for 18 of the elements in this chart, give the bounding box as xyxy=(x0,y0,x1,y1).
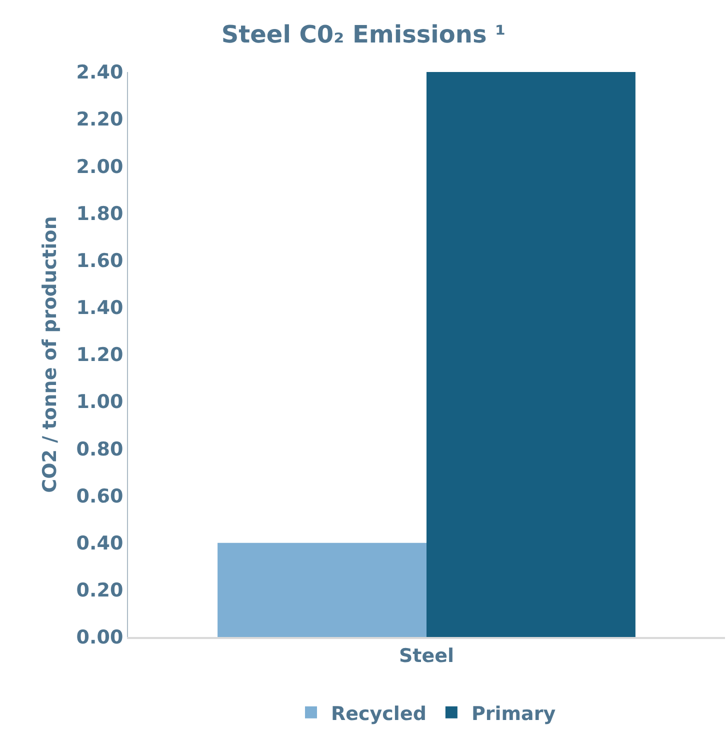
y-tick-label: 1.80 xyxy=(76,202,124,225)
y-axis-title: CO2 / tonne of production xyxy=(39,216,62,493)
y-tick-label: 0.60 xyxy=(76,485,124,508)
y-tick-label: 2.40 xyxy=(76,62,124,84)
y-tick-label: 0.80 xyxy=(76,438,124,460)
y-tick-label: 0.40 xyxy=(76,532,124,554)
y-tick-label: 1.00 xyxy=(76,391,124,414)
y-tick-label: 2.00 xyxy=(76,156,124,178)
y-tick-label: 0.20 xyxy=(76,580,124,602)
legend-label: Primary xyxy=(471,702,556,725)
y-tick-label: 1.60 xyxy=(76,250,124,272)
legend-label: Recycled xyxy=(331,702,426,725)
y-tick-label: 0.00 xyxy=(76,626,124,649)
chart-title: Steel C0₂ Emissions ¹ xyxy=(221,20,506,49)
y-tick-label: 2.20 xyxy=(76,108,124,131)
y-tick-label: 1.40 xyxy=(76,297,124,320)
y-tick-label: 1.20 xyxy=(76,344,124,366)
x-tick-label: Steel xyxy=(398,644,454,667)
